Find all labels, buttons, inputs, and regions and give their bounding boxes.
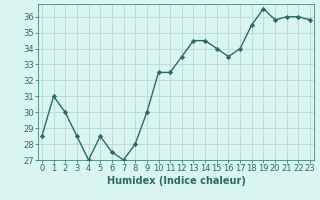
- X-axis label: Humidex (Indice chaleur): Humidex (Indice chaleur): [107, 176, 245, 186]
